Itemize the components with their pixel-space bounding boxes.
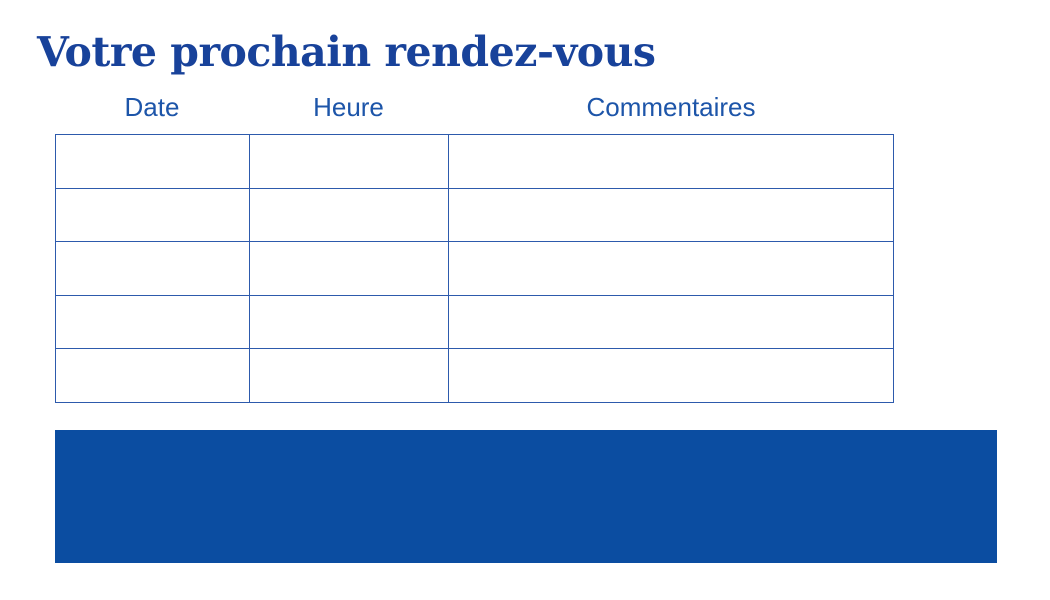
table-row (55, 294, 894, 350)
table-cell[interactable] (448, 134, 894, 189)
page-title: Votre prochain rendez-vous (37, 28, 656, 76)
appointments-table (55, 134, 894, 403)
table-cell[interactable] (249, 134, 449, 189)
table-column-headers: Date Heure Commentaires (55, 92, 894, 123)
appointments-table-body (55, 134, 894, 403)
table-cell[interactable] (249, 294, 449, 350)
table-cell[interactable] (55, 241, 250, 296)
table-cell[interactable] (249, 241, 449, 296)
table-cell[interactable] (249, 187, 449, 243)
table-cell[interactable] (55, 294, 250, 350)
table-cell[interactable] (55, 187, 250, 243)
table-cell[interactable] (448, 348, 894, 403)
table-row (55, 241, 894, 296)
table-row (55, 187, 894, 243)
table-cell[interactable] (448, 187, 894, 243)
table-row (55, 134, 894, 189)
column-header-commentaires: Commentaires (586, 92, 756, 122)
table-cell[interactable] (448, 294, 894, 350)
table-cell[interactable] (55, 348, 250, 403)
column-header-heure: Heure (313, 92, 384, 122)
table-cell[interactable] (249, 348, 449, 403)
table-row (55, 348, 894, 403)
table-cell[interactable] (55, 134, 250, 189)
table-cell[interactable] (448, 241, 894, 296)
footer-banner (55, 430, 997, 563)
column-header-date: Date (124, 92, 180, 122)
